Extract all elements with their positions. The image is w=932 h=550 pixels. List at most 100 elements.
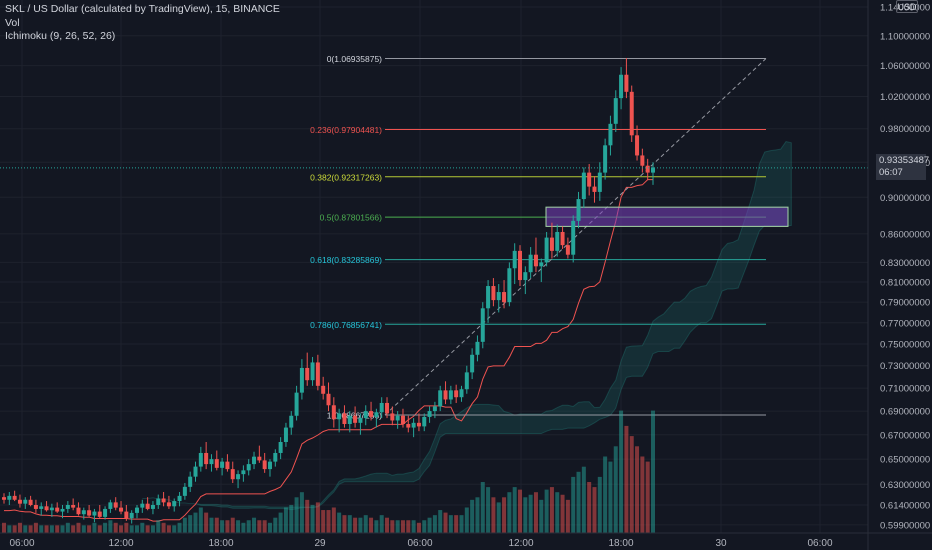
candle-body — [273, 452, 278, 462]
candle-body — [512, 250, 517, 269]
fib-level-label: 0.5(0.87801566) — [320, 213, 383, 223]
volume-bar — [603, 456, 608, 533]
x-tick-label: 06:00 — [9, 538, 34, 549]
candle-body — [289, 415, 294, 428]
volume-bar — [544, 489, 549, 533]
candle-body — [597, 172, 602, 192]
volume-bar — [379, 515, 384, 533]
candle-body — [353, 415, 358, 423]
candle-body — [645, 165, 650, 173]
candle-body — [150, 504, 155, 509]
volume-bar — [518, 489, 523, 533]
candle-body — [177, 495, 182, 502]
candle-body — [385, 402, 390, 414]
symbol-title[interactable]: SKL / US Dollar (calculated by TradingVi… — [5, 3, 280, 15]
volume-bar — [353, 517, 358, 533]
volume-bar — [294, 497, 299, 533]
volume-bar — [486, 487, 491, 533]
x-tick-label: 06:00 — [407, 538, 432, 549]
volume-bar — [597, 476, 602, 533]
candle-body — [2, 497, 6, 500]
candle-body — [55, 507, 60, 512]
x-axis[interactable]: 06:00 12:00 18:00 29 06:00 12:00 18:00 30 06:00 — [9, 538, 832, 549]
candle-body — [432, 406, 437, 412]
volume-bar — [635, 446, 640, 533]
candle-body — [310, 362, 315, 381]
currency-button[interactable]: USD — [896, 0, 918, 13]
volume-bar — [565, 499, 570, 533]
volume-bar — [571, 476, 576, 533]
candle-body — [539, 262, 544, 267]
chart-legend: SKL / US Dollar (calculated by TradingVi… — [5, 3, 280, 44]
volume-bar — [470, 499, 475, 533]
volume-bar — [177, 522, 182, 533]
volume-bar — [262, 520, 267, 533]
volume-bar — [2, 522, 6, 533]
volume-bar — [7, 525, 12, 533]
volume-bar — [28, 525, 33, 533]
volume-bar — [305, 499, 310, 533]
volume-label[interactable]: Vol — [5, 16, 20, 29]
fib-level-label: 0.236(0.97904481) — [310, 125, 382, 135]
volume-bar — [592, 487, 597, 533]
candle-body — [23, 499, 28, 504]
candle-body — [422, 416, 427, 427]
candle-body — [480, 308, 485, 342]
candle-body — [299, 367, 304, 393]
candle-body — [39, 506, 44, 509]
volume-bar — [12, 525, 17, 533]
volume-bar — [267, 522, 272, 533]
volume-bar — [113, 522, 118, 533]
candle-body — [145, 503, 150, 509]
candle-body — [443, 390, 448, 400]
candle-body — [374, 412, 379, 417]
volume-bar — [480, 482, 485, 533]
y-tick-label: 0.90000000 — [880, 193, 930, 204]
volume-bar — [198, 507, 203, 533]
volume-bar — [49, 525, 54, 533]
volume-bar — [92, 522, 97, 533]
volume-bar — [55, 525, 60, 533]
candle-body — [475, 341, 480, 355]
candle-body — [592, 186, 597, 192]
candle-body — [640, 155, 645, 166]
y-tick-label: 0.79000000 — [880, 298, 930, 309]
volume-bar — [502, 497, 507, 533]
fib-retracement[interactable]: 0(1.06935875) 0.236(0.97904481) 0.382(0.92… — [310, 54, 789, 420]
volume-bar — [87, 525, 92, 533]
candle-body — [134, 507, 139, 513]
ichimoku-label[interactable]: Ichimoku (9, 26, 52, 26) — [5, 30, 116, 42]
candle-body — [395, 415, 400, 421]
volume-bar — [523, 497, 528, 533]
volume-bar — [129, 525, 134, 533]
candle-body — [464, 372, 469, 390]
volume-bar — [23, 525, 28, 533]
candle-body — [342, 413, 347, 425]
candle-body — [555, 231, 560, 251]
y-tick-label: 0.77000000 — [880, 318, 930, 329]
candle-body — [283, 427, 288, 442]
candle-body — [241, 470, 246, 475]
volume-bar — [188, 515, 193, 533]
fib-level-label: 0.786(0.76856741) — [310, 320, 382, 330]
volume-bar — [374, 520, 379, 533]
volume-bar — [81, 525, 86, 533]
volume-bar — [651, 410, 655, 533]
candle-body — [326, 393, 331, 406]
x-tick-label: 06:00 — [807, 538, 832, 549]
y-tick-label: 1.14000000 — [880, 3, 930, 14]
fib-trend-line — [384, 58, 767, 416]
fib-level-label: 1(0.68667256) — [327, 410, 382, 420]
candle-body — [459, 389, 464, 398]
candle-countdown: 06:07 — [879, 167, 903, 178]
volume-bar — [246, 520, 251, 533]
candle-body — [278, 441, 283, 453]
candle-body — [257, 456, 262, 461]
ichimoku-cloud — [4, 140, 792, 522]
candle-body — [528, 254, 533, 273]
candle-body — [33, 504, 38, 509]
candle-body — [267, 461, 272, 470]
volume-bar — [358, 517, 363, 533]
